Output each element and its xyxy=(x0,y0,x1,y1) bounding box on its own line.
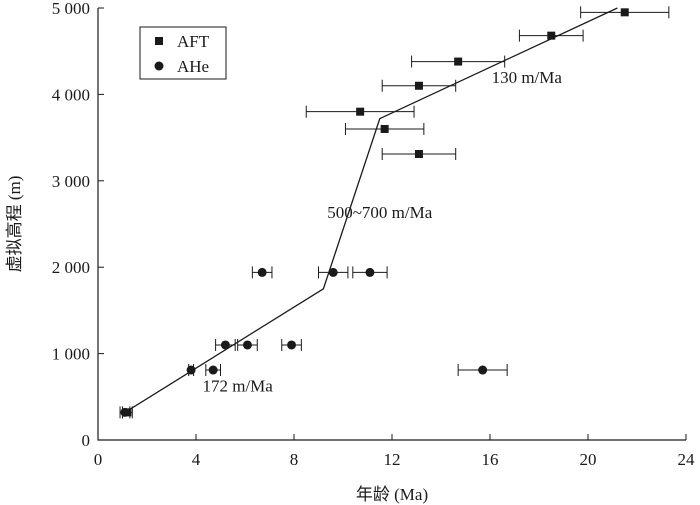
data-point-aft xyxy=(414,150,423,159)
data-point-aft xyxy=(380,124,389,133)
data-point-ahe xyxy=(257,267,267,277)
rate-annotation: 172 m/Ma xyxy=(202,377,273,396)
data-point-ahe xyxy=(120,407,130,417)
fit-line xyxy=(124,7,618,413)
data-point-ahe xyxy=(242,340,252,350)
legend-label: AFT xyxy=(177,32,210,51)
y-tick-label: 3 000 xyxy=(52,172,90,191)
data-point-aft xyxy=(547,31,556,40)
legend-marker-ahe xyxy=(154,61,164,71)
data-point-ahe xyxy=(287,340,297,350)
rate-annotation: 130 m/Ma xyxy=(492,68,563,87)
y-tick-label: 1 000 xyxy=(52,345,90,364)
fit-line-path xyxy=(124,7,618,413)
legend: AFT AHe xyxy=(139,26,227,80)
axes: 0 4 8 12 16 20 24 0 1 000 2 000 3 000 4 000 5 000 年龄 … xyxy=(5,0,695,504)
legend-marker-aft xyxy=(155,37,163,45)
y-tick-label: 4 000 xyxy=(52,85,90,104)
data-point-aft xyxy=(356,107,365,116)
data-markers xyxy=(120,8,629,417)
x-tick-label: 8 xyxy=(290,450,299,469)
annotations: 130 m/Ma 500~700 m/Ma 172 m/Ma xyxy=(202,68,562,395)
legend-box xyxy=(139,26,227,80)
data-point-aft xyxy=(620,8,629,17)
y-tick-label: 5 000 xyxy=(52,0,90,18)
data-point-ahe xyxy=(478,365,488,375)
data-point-ahe xyxy=(365,267,375,277)
y-tick-label: 2 000 xyxy=(52,258,90,277)
data-point-aft xyxy=(454,57,463,66)
data-point-ahe xyxy=(186,365,196,375)
x-tick-label: 20 xyxy=(580,450,597,469)
data-point-aft xyxy=(414,81,423,90)
x-tick-label: 24 xyxy=(678,450,696,469)
y-tick-label: 0 xyxy=(82,431,91,450)
data-point-ahe xyxy=(208,365,218,375)
data-point-ahe xyxy=(328,267,338,277)
x-axis-title: 年龄 (Ma) xyxy=(356,485,428,504)
x-tick-label: 16 xyxy=(482,450,499,469)
y-axis-title: 虚拟高程 (m) xyxy=(5,176,24,273)
x-tick-label: 0 xyxy=(94,450,103,469)
x-tick-label: 4 xyxy=(192,450,201,469)
rate-annotation: 500~700 m/Ma xyxy=(327,203,433,222)
legend-label: AHe xyxy=(177,57,209,76)
data-point-ahe xyxy=(220,340,230,350)
x-tick-label: 12 xyxy=(384,450,401,469)
